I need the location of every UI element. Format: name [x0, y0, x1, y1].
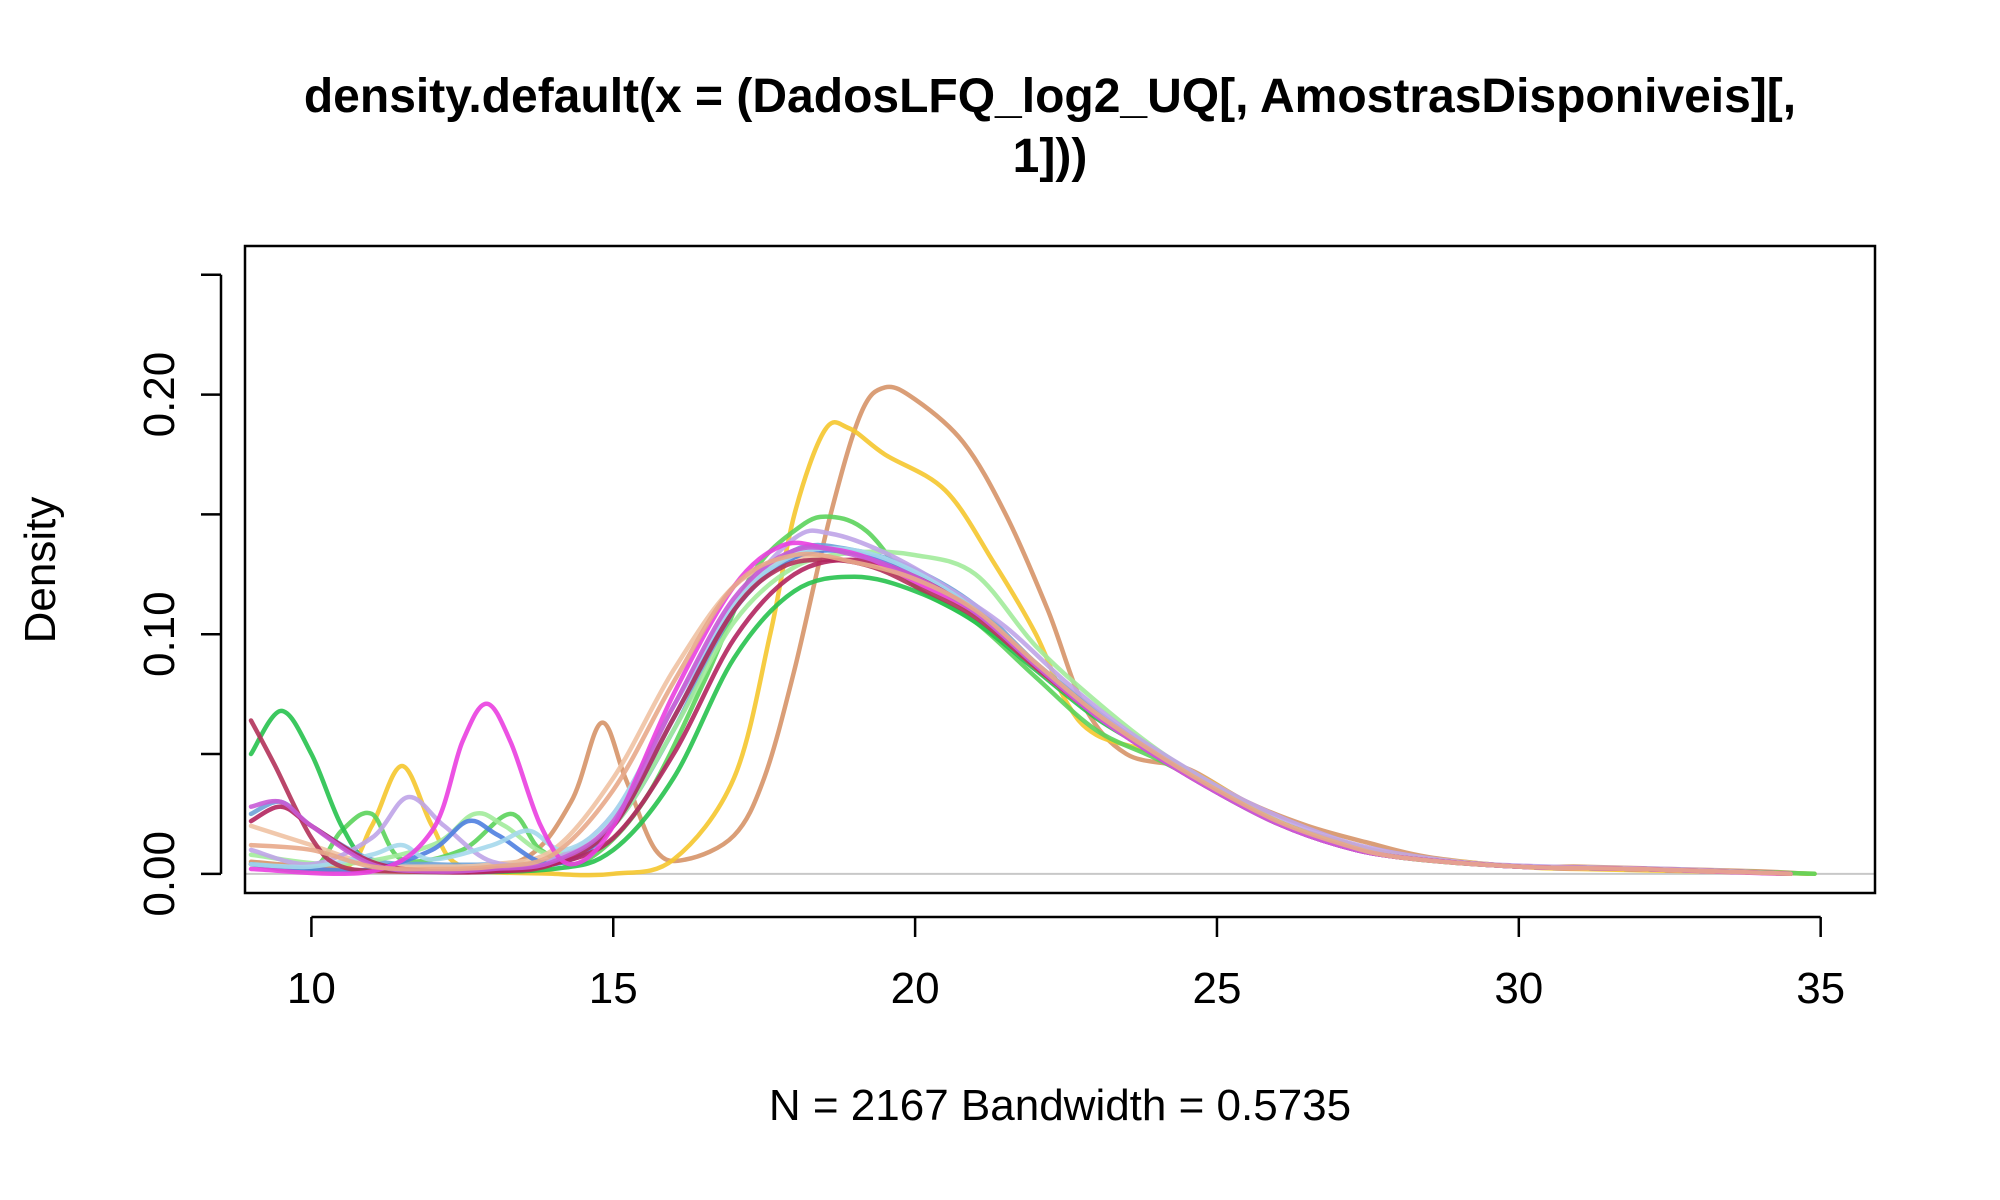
density-line-4: [248, 574, 1793, 877]
x-tick-label: 30: [1494, 964, 1543, 1013]
chart-title-line-1: density.default(x = (DadosLFQ_log2_UQ[, …: [304, 70, 1796, 123]
density-line-1: [248, 384, 1811, 877]
y-axis-label: Density: [16, 497, 65, 644]
x-axis-label: N = 2167 Bandwidth = 0.5735: [769, 1081, 1351, 1130]
plot-frame: [243, 244, 1877, 895]
x-tick-label: 15: [589, 964, 638, 1013]
density-line-8: [248, 528, 1793, 877]
density-series-group: [245, 384, 1875, 878]
x-tick-label: 25: [1192, 964, 1241, 1013]
density-line-15: [248, 551, 1793, 877]
chart-title-line-2: 1])): [1013, 130, 1088, 183]
x-tick-label: 35: [1796, 964, 1845, 1013]
y-tick-label: 0.10: [135, 591, 184, 677]
x-tick-label: 10: [287, 964, 336, 1013]
x-tick-label: 20: [891, 964, 940, 1013]
y-tick-label: 0.00: [135, 831, 184, 917]
y-tick-label: 0.20: [135, 352, 184, 438]
density-line-9: [248, 548, 1793, 877]
axes-group: 10 15 20 25 30 35 0.00 0.10 0.20: [135, 273, 1845, 1013]
